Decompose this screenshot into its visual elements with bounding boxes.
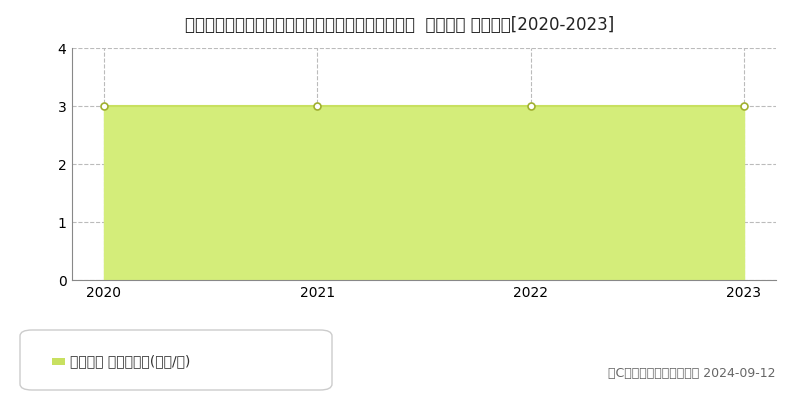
Text: （C）土地価格ドットコム 2024-09-12: （C）土地価格ドットコム 2024-09-12 [609, 367, 776, 380]
Text: 地価公示 平均坪単価(万円/坪): 地価公示 平均坪単価(万円/坪) [70, 354, 190, 369]
Text: 青森県上北郡六ヶ所村大字尾駮字野附２４９番２外  地価公示 地価推移[2020-2023]: 青森県上北郡六ヶ所村大字尾駮字野附２４９番２外 地価公示 地価推移[2020-2… [186, 16, 614, 34]
